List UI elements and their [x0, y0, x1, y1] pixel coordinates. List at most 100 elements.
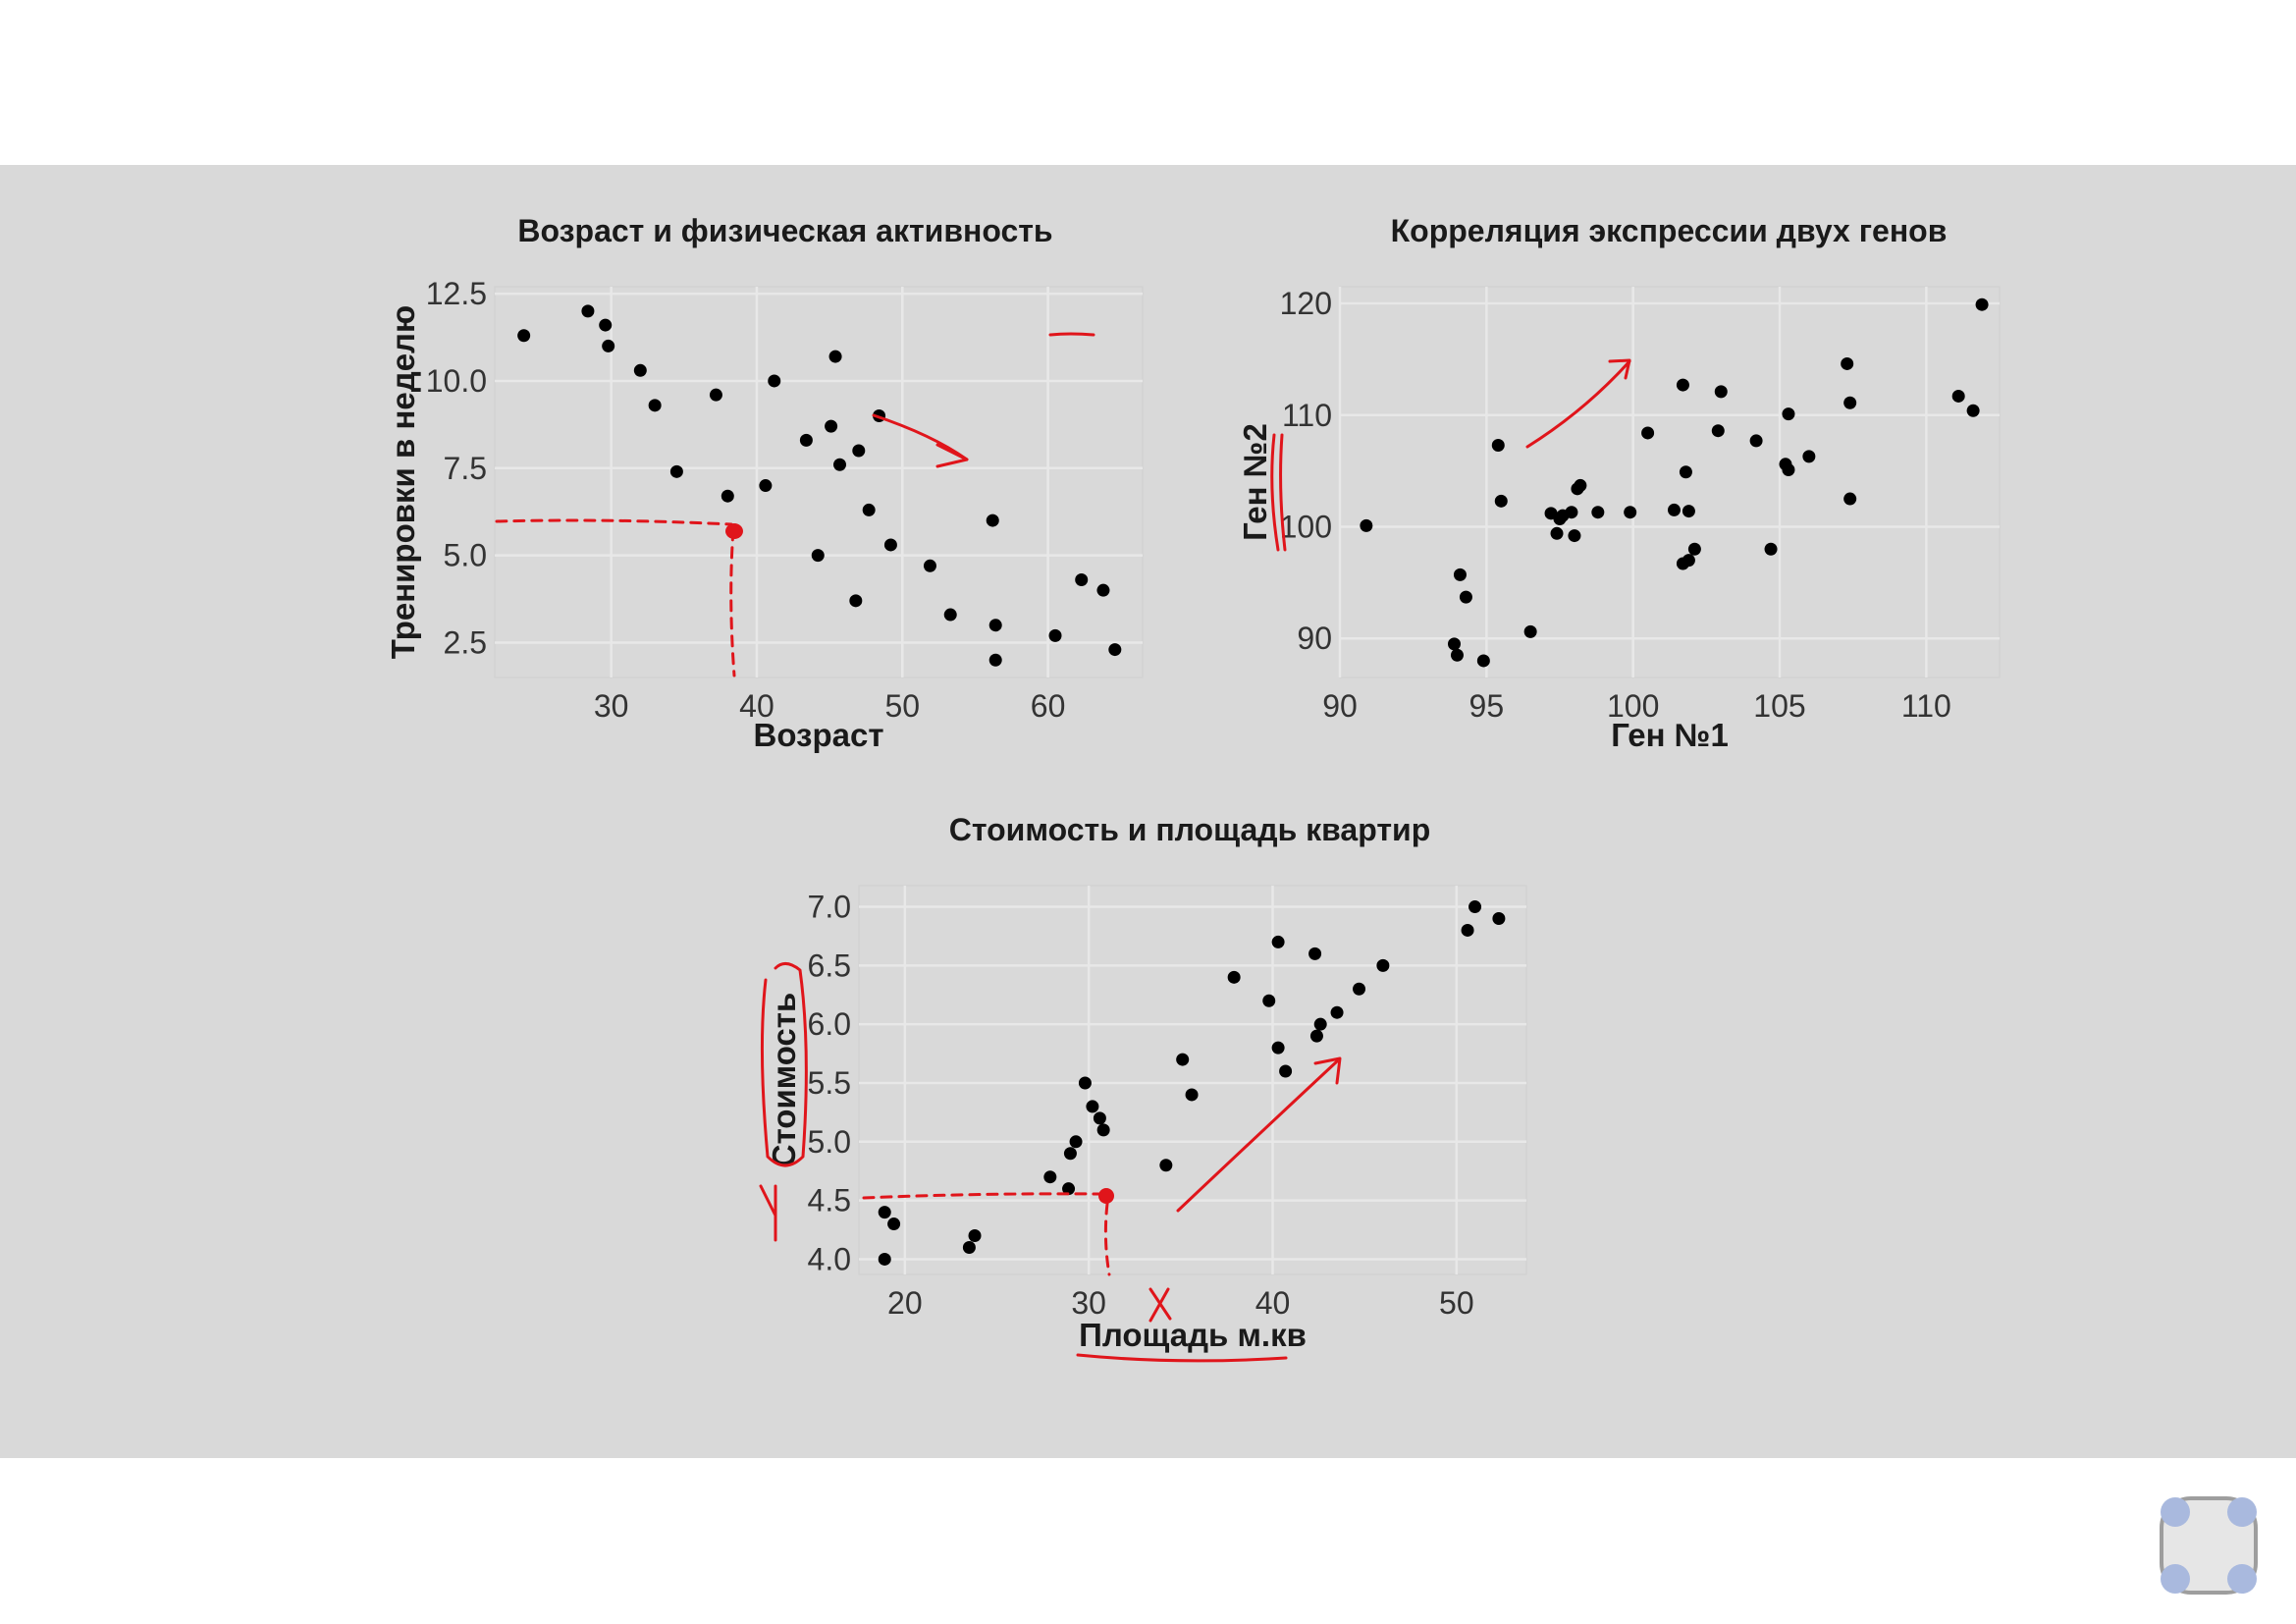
data-point — [1450, 648, 1464, 662]
y-tick-label: 90 — [1297, 621, 1332, 656]
x-tick-label: 40 — [1255, 1285, 1291, 1321]
annotation-underline — [1076, 1353, 1288, 1363]
data-point — [1802, 450, 1816, 463]
data-point — [1086, 1100, 1099, 1113]
annotation-x-letter — [1148, 1287, 1172, 1323]
data-point — [988, 619, 1002, 632]
data-point — [1360, 518, 1373, 532]
data-point — [1682, 505, 1695, 518]
data-point — [721, 489, 734, 503]
x-tick-label: 30 — [594, 688, 629, 724]
x-axis-title: Ген №1 — [1611, 717, 1729, 753]
y-tick-label: 6.0 — [808, 1006, 851, 1042]
data-point — [1676, 378, 1689, 392]
chart-flats: 20 30 40 50 4.0 4.5 5.0 5.5 6.0 6.5 7.0 Стоимость и… — [766, 812, 1527, 1353]
data-point — [1841, 356, 1854, 370]
data-point — [1565, 506, 1578, 519]
data-point — [1108, 643, 1122, 657]
data-point — [1975, 298, 1989, 311]
data-point — [883, 538, 897, 552]
data-point — [1843, 396, 1857, 409]
data-point — [1313, 1017, 1327, 1031]
annotation-bracket — [1279, 433, 1287, 552]
data-point — [1330, 1005, 1344, 1019]
data-point — [1591, 506, 1605, 519]
annotation-bracket — [1270, 433, 1280, 552]
data-point — [862, 503, 876, 516]
chart-genes: 90 95 100 105 110 90 100 110 120 Корреляция экспр… — [1237, 213, 2001, 753]
annotation-arrow — [1525, 359, 1631, 449]
data-point — [1476, 654, 1490, 668]
y-tick-label: 5.0 — [444, 538, 487, 573]
x-axis-title: Возраст — [754, 717, 884, 753]
data-point — [768, 374, 781, 388]
y-axis-title: Тренировки в неделю — [385, 305, 421, 659]
y-tick-label: 7.5 — [444, 451, 487, 486]
annotation-dashed-horizontal — [495, 518, 733, 526]
data-point — [1843, 492, 1857, 506]
y-axis-title: Ген №2 — [1237, 423, 1273, 541]
data-point — [1687, 542, 1701, 556]
plot-panel — [858, 885, 1527, 1275]
x-tick-label: 90 — [1322, 688, 1358, 724]
data-point — [759, 479, 773, 493]
data-point — [1459, 590, 1472, 604]
data-point — [1782, 407, 1795, 421]
annotation-loop — [760, 962, 808, 1167]
y-axis-title: Стоимость — [766, 993, 802, 1168]
data-point — [1951, 389, 1965, 403]
data-point — [1749, 434, 1763, 448]
charts-canvas: 30 40 50 60 2.5 5.0 7.5 10.0 12.5 Возраст и физич… — [385, 213, 2001, 1363]
annotation-arrowhead — [1608, 358, 1631, 380]
chart-age: 30 40 50 60 2.5 5.0 7.5 10.0 12.5 Возраст и физич… — [385, 213, 1144, 753]
data-point — [878, 1252, 891, 1266]
annotation-arrowhead — [935, 443, 969, 468]
data-point — [1353, 982, 1366, 996]
data-point — [1159, 1159, 1173, 1172]
data-point — [1069, 1135, 1083, 1149]
data-point — [1043, 1170, 1057, 1184]
x-tick-label: 20 — [887, 1285, 923, 1321]
multi-touch-widget[interactable] — [2156, 1492, 2262, 1598]
data-point — [1966, 404, 1980, 417]
data-point — [602, 339, 615, 352]
handwritten-annotations — [495, 332, 1631, 1363]
y-tick-label: 4.5 — [808, 1183, 851, 1218]
y-tick-label: 2.5 — [444, 624, 487, 660]
annotation-dashed-vertical — [1103, 1202, 1111, 1276]
data-point — [669, 464, 683, 478]
x-tick-label: 50 — [1439, 1285, 1474, 1321]
data-point — [986, 514, 999, 527]
data-point — [852, 444, 866, 458]
data-point — [1093, 1111, 1106, 1125]
data-point — [1492, 911, 1506, 925]
data-point — [1568, 529, 1581, 543]
data-point — [1271, 935, 1285, 948]
data-point — [633, 363, 647, 377]
data-point — [1376, 958, 1390, 972]
data-point — [1764, 542, 1778, 556]
data-point — [599, 318, 613, 332]
data-point — [1308, 947, 1322, 960]
multi-touch-widget-icon — [2160, 1496, 2258, 1595]
y-tick-label: 12.5 — [426, 276, 487, 311]
data-point — [1641, 426, 1655, 440]
data-point — [968, 1229, 982, 1243]
data-point — [709, 388, 722, 402]
data-point — [887, 1218, 901, 1231]
data-point — [1279, 1064, 1293, 1078]
data-point — [1461, 923, 1474, 937]
data-point — [648, 399, 662, 412]
x-tick-label: 60 — [1031, 688, 1066, 724]
data-point — [1075, 573, 1089, 586]
data-point — [923, 559, 936, 572]
data-point — [1271, 1041, 1285, 1055]
data-point — [1667, 503, 1681, 516]
data-point — [1624, 506, 1637, 519]
data-point — [825, 419, 838, 433]
chart-title: Возраст и физическая активность — [517, 213, 1052, 248]
data-point — [1453, 568, 1467, 581]
data-point — [1782, 462, 1795, 476]
y-tick-label: 100 — [1280, 509, 1332, 544]
data-point — [517, 329, 531, 343]
